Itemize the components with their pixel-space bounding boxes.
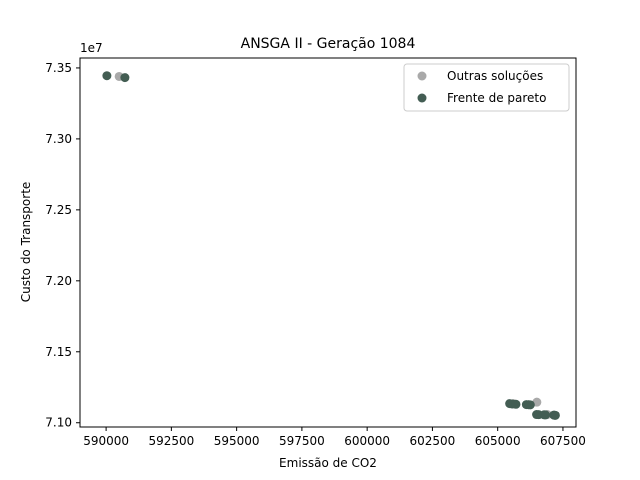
x-tick-label: 605000 (475, 434, 521, 448)
x-tick-label: 597500 (279, 434, 325, 448)
legend: Outras soluções Frente de pareto (403, 63, 570, 112)
data-points (102, 71, 560, 420)
x-axis-label: Emissão de CO2 (279, 456, 377, 470)
plot-area-frame (79, 57, 577, 428)
y-tick-label: 7.10 (45, 416, 72, 430)
data-point (102, 71, 112, 81)
chart-title: ANSGA II - Geração 1084 (241, 36, 416, 52)
legend-box (403, 63, 570, 112)
data-point (525, 400, 535, 410)
x-tick-label: 590000 (83, 434, 129, 448)
x-axis-ticks: 590000 592500 595000 597500 600000 602500 6050… (83, 427, 586, 448)
y-tick-label: 7.35 (45, 61, 72, 75)
legend-marker (417, 93, 427, 103)
legend-label: Frente de pareto (447, 91, 546, 105)
y-tick-label: 7.20 (45, 274, 72, 288)
x-tick-label: 592500 (148, 434, 194, 448)
y-axis-ticks: 7.10 7.15 7.20 7.25 7.30 7.35 (45, 61, 80, 430)
x-tick-label: 602500 (410, 434, 456, 448)
x-tick-label: 595000 (214, 434, 260, 448)
data-point (120, 73, 130, 83)
y-tick-label: 7.15 (45, 345, 72, 359)
legend-label: Outras soluções (447, 69, 543, 83)
y-tick-label: 7.30 (45, 132, 72, 146)
x-tick-label: 600000 (344, 434, 390, 448)
y-axis-label: Custo do Transporte (19, 182, 33, 303)
y-tick-label: 7.25 (45, 203, 72, 217)
y-axis-offset-label: 1e7 (80, 41, 103, 55)
data-point (540, 410, 550, 420)
legend-marker (417, 71, 427, 81)
data-point (511, 399, 521, 409)
x-tick-label: 607500 (540, 434, 586, 448)
data-point (550, 410, 560, 420)
